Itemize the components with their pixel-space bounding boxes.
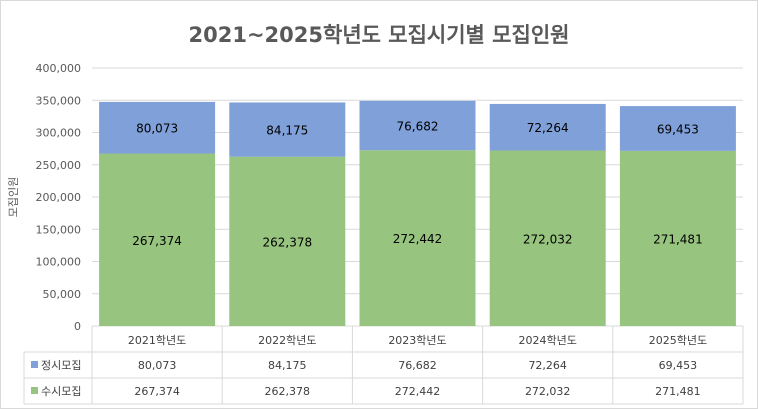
- bar-segment: [619, 106, 736, 151]
- x-category-label: 2025학년도: [649, 334, 707, 347]
- bar-segment: [229, 156, 346, 326]
- table-cell: 69,453: [659, 359, 698, 372]
- bar-segment: [489, 150, 606, 326]
- data-label: 76,682: [397, 120, 439, 134]
- bar-segment: [99, 153, 216, 326]
- y-tick-label: 0: [74, 320, 81, 333]
- table-cell: 272,442: [395, 385, 441, 398]
- data-label: 72,264: [527, 121, 569, 135]
- data-label: 271,481: [653, 232, 703, 246]
- data-label: 272,032: [523, 232, 573, 246]
- y-tick-label: 100,000: [36, 256, 82, 269]
- y-tick-label: 250,000: [36, 159, 82, 172]
- bar-segment: [619, 150, 736, 326]
- y-tick-label: 200,000: [36, 191, 82, 204]
- table-cell: 271,481: [655, 385, 701, 398]
- x-category-label: 2022학년도: [258, 334, 316, 347]
- data-label: 80,073: [136, 122, 178, 136]
- y-tick-label: 300,000: [36, 127, 82, 140]
- y-tick-label: 350,000: [36, 94, 82, 107]
- data-label: 262,378: [262, 235, 312, 249]
- legend-label: 수시모집: [41, 385, 81, 398]
- bar-segment: [99, 101, 216, 154]
- table-cell: 262,378: [265, 385, 311, 398]
- data-label: 69,453: [657, 122, 699, 136]
- y-tick-label: 150,000: [36, 223, 82, 236]
- table-cell: 272,032: [525, 385, 571, 398]
- data-label: 267,374: [132, 234, 182, 248]
- legend-swatch: [31, 361, 38, 368]
- x-category-label: 2024학년도: [519, 334, 577, 347]
- y-tick-label: 400,000: [36, 62, 82, 75]
- legend-label: 정시모집: [41, 359, 81, 372]
- bar-segment: [229, 102, 346, 157]
- data-label: 84,175: [266, 124, 308, 138]
- x-category-label: 2023학년도: [388, 334, 446, 347]
- table-cell: 80,073: [138, 359, 177, 372]
- data-label: 272,442: [393, 232, 443, 246]
- bar-segment: [359, 150, 476, 326]
- x-category-label: 2021학년도: [128, 334, 186, 347]
- table-cell: 72,264: [528, 359, 567, 372]
- bar-segment: [359, 100, 476, 151]
- bar-segment: [489, 103, 606, 151]
- chart-title: 2021~2025학년도 모집시기별 모집인원: [188, 23, 570, 47]
- table-cell: 267,374: [134, 385, 180, 398]
- y-tick-label: 50,000: [43, 288, 82, 301]
- legend-swatch: [31, 387, 38, 394]
- table-cell: 76,682: [398, 359, 437, 372]
- table-cell: 84,175: [268, 359, 307, 372]
